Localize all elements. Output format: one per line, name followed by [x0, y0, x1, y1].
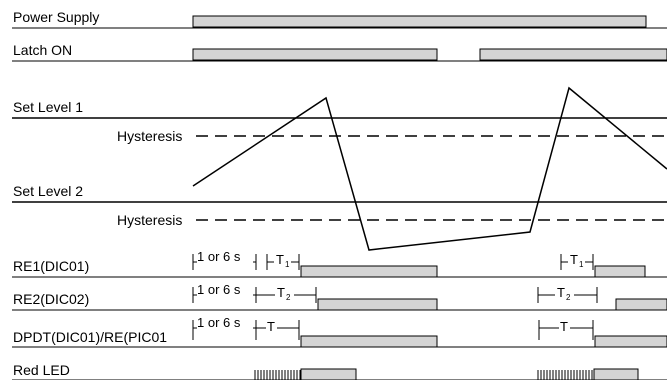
dpdt-t-label: T — [267, 319, 275, 334]
dpdt-row: DPDT(DIC01)/RE(PIC01 1 or 6 s T T — [12, 315, 667, 348]
latch-on-label: Latch ON — [13, 42, 72, 58]
power-supply-bar — [192, 15, 647, 28]
dpdt-t-marker-2: T — [538, 319, 594, 340]
re2-delay-label: 1 or 6 s — [197, 282, 241, 297]
red-led-row: Red LED — [12, 362, 667, 380]
re2-t2-sub-2: 2 — [566, 293, 571, 302]
re1-t1-label-2: T — [570, 252, 578, 267]
re2-t2-sub: 2 — [286, 293, 291, 302]
red-led-blink-2 — [537, 370, 593, 380]
dpdt-delay-label: 1 or 6 s — [197, 315, 241, 330]
hysteresis-2-label: Hysteresis — [117, 212, 182, 228]
re2-t2-marker-2: T 2 — [537, 285, 598, 303]
re2-label: RE2(DIC02) — [13, 291, 89, 307]
re1-t1-sub: 1 — [285, 260, 290, 269]
dpdt-delay-marker: 1 or 6 s — [192, 315, 257, 340]
re2-t2-marker: T 2 — [256, 285, 317, 303]
re1-t1-marker: T 1 — [266, 252, 300, 270]
re1-bar-1 — [300, 265, 438, 278]
re1-row: RE1(DIC01) 1 or 6 s T 1 T 1 — [12, 249, 667, 278]
re1-delay-label: 1 or 6 s — [197, 249, 241, 264]
latch-on-bar-1 — [192, 48, 438, 61]
re1-delay-marker: 1 or 6 s — [192, 249, 257, 270]
re2-bar-1 — [317, 298, 438, 311]
re2-delay-marker: 1 or 6 s — [192, 282, 257, 303]
process-value-trace — [192, 86, 667, 251]
dpdt-bar-2 — [594, 335, 667, 348]
re2-t2-label-2: T — [557, 285, 565, 300]
set-level-1-label: Set Level 1 — [13, 99, 83, 115]
re1-label: RE1(DIC01) — [13, 258, 89, 274]
re2-bar-2 — [615, 298, 667, 311]
latch-on-row: Latch ON — [12, 42, 667, 62]
re1-t1-sub-2: 1 — [579, 260, 584, 269]
re2-row: RE2(DIC02) 1 or 6 s T 2 T 2 — [12, 282, 667, 311]
red-led-bar-1 — [300, 368, 357, 380]
latch-on-bar-2 — [479, 48, 667, 61]
power-supply-row: Power Supply — [12, 9, 667, 29]
re1-t1-marker-2: T 1 — [560, 252, 594, 270]
red-led-label: Red LED — [13, 362, 70, 378]
dpdt-t-marker: T — [256, 319, 300, 340]
power-supply-label: Power Supply — [13, 9, 99, 25]
dpdt-label: DPDT(DIC01)/RE(PIC01 — [13, 329, 167, 345]
hysteresis-1-label: Hysteresis — [117, 128, 182, 144]
dpdt-bar-1 — [300, 335, 438, 348]
re2-t2-label: T — [277, 285, 285, 300]
re1-bar-2 — [594, 265, 646, 278]
re1-t1-label: T — [276, 252, 284, 267]
red-led-bar-2 — [593, 368, 639, 380]
set-level-2-label: Set Level 2 — [13, 183, 83, 199]
level-section: Set Level 1 Hysteresis Set Level 2 Hyste… — [12, 86, 667, 251]
red-led-blink-1 — [254, 370, 301, 380]
dpdt-t-label-2: T — [560, 319, 568, 334]
